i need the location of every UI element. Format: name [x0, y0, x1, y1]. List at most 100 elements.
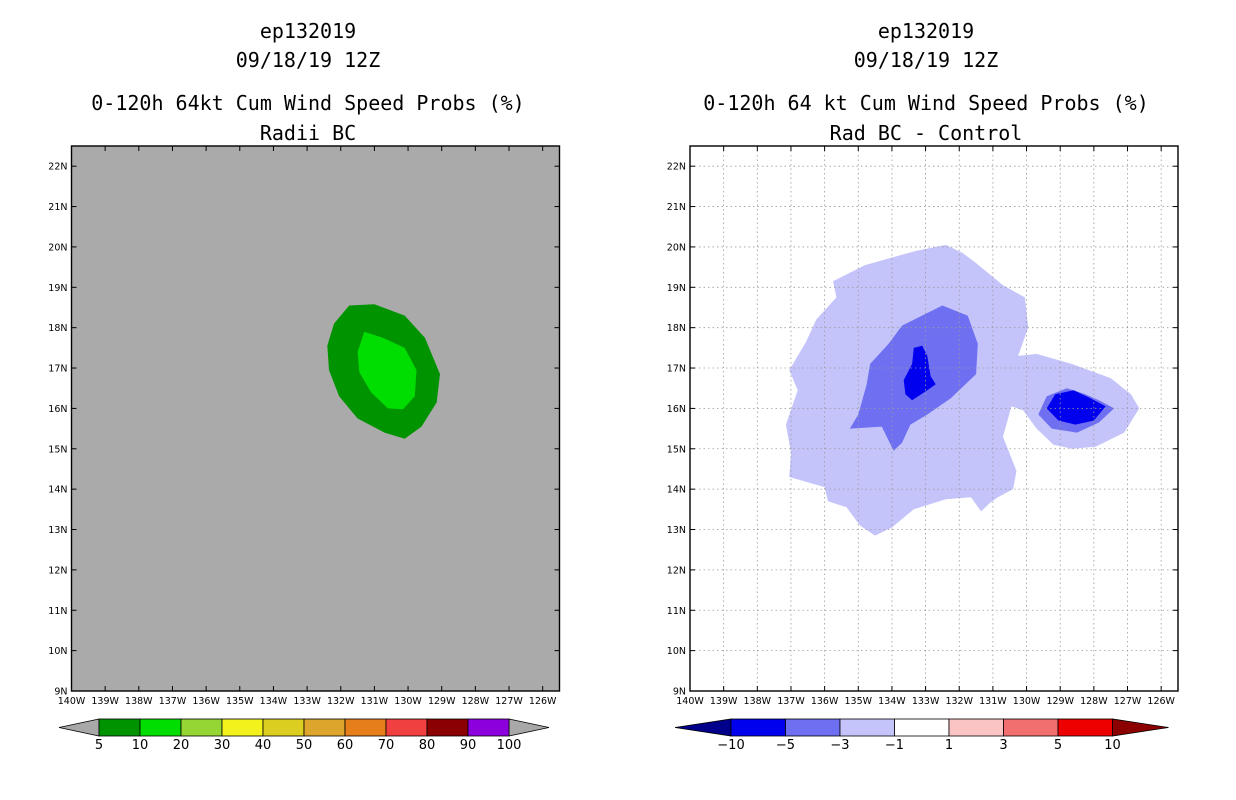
y-tick-label: 9N — [673, 687, 686, 698]
colorbar-low-triangle — [58, 718, 100, 737]
colorbar-label: 20 — [173, 738, 190, 753]
map-background — [71, 146, 560, 691]
y-tick-label: 15N — [48, 444, 67, 455]
contour-layer — [785, 244, 1140, 536]
left-storm-id: ep132019 — [260, 19, 356, 43]
colorbar-swatch — [426, 718, 469, 737]
colorbar-label: 50 — [296, 738, 313, 753]
colorbar-swatch — [98, 718, 141, 737]
colorbar-label: −1 — [885, 738, 904, 753]
y-tick-label: 19N — [667, 283, 686, 294]
x-tick-label: 129W — [1046, 696, 1074, 707]
x-tick-label: 138W — [125, 696, 153, 707]
x-tick-label: 131W — [979, 696, 1007, 707]
y-tick-label: 21N — [48, 202, 67, 213]
y-tick-label: 12N — [48, 565, 67, 576]
y-tick-label: 14N — [667, 485, 686, 496]
colorbar-swatch — [221, 718, 264, 737]
y-tick-label: 11N — [48, 606, 67, 617]
y-tick-label: 9N — [54, 687, 67, 698]
y-tick-label: 20N — [48, 242, 67, 253]
y-tick-label: 10N — [667, 646, 686, 657]
x-tick-label: 138W — [744, 696, 772, 707]
colorbar-label: 3 — [999, 738, 1007, 753]
colorbar-low-triangle — [674, 718, 732, 737]
contour-layer — [327, 304, 440, 439]
x-tick-label: 136W — [811, 696, 839, 707]
colorbar-swatch — [1003, 718, 1059, 737]
map-frame — [70, 145, 561, 692]
left-map-panel: 140W 139W 138W 137W 136W 135W 134W 133W 132W 131W… — [48, 145, 561, 707]
x-tick-label: 137W — [159, 696, 187, 707]
x-tick-label: 133W — [912, 696, 940, 707]
y-tick-label: 13N — [667, 525, 686, 536]
x-tick-label: 127W — [495, 696, 523, 707]
x-tick-label: 129W — [428, 696, 456, 707]
colorbar-swatch — [467, 718, 510, 737]
x-tick-label: 128W — [1080, 696, 1108, 707]
right-datetime: 09/18/19 12Z — [854, 48, 999, 72]
y-tick-label: 22N — [48, 162, 67, 173]
contour-region-0 — [785, 244, 1140, 536]
colorbar-swatch — [894, 718, 950, 737]
contour-region-4 — [1046, 390, 1106, 425]
y-tick-label: 11N — [667, 606, 686, 617]
y-tick-label: 16N — [667, 404, 686, 415]
y-tick-label: 14N — [48, 485, 67, 496]
x-tick-label: 126W — [1147, 696, 1175, 707]
y-tick-label: 16N — [48, 404, 67, 415]
colorbar-label: 100 — [497, 738, 522, 753]
y-tick-label: 15N — [667, 444, 686, 455]
y-tick-label: 20N — [667, 242, 686, 253]
right-title: 0-120h 64 kt Cum Wind Speed Probs (%) — [703, 91, 1149, 115]
x-tick-label: 135W — [226, 696, 254, 707]
colorbar-label: 1 — [945, 738, 953, 753]
x-tick-label: 130W — [394, 696, 422, 707]
colorbar-swatch — [262, 718, 305, 737]
colorbar-swatch — [385, 718, 428, 737]
contour-region-1 — [357, 331, 417, 410]
left-datetime: 09/18/19 12Z — [236, 48, 381, 72]
y-tick-label: 17N — [48, 364, 67, 375]
x-tick-label: 131W — [361, 696, 389, 707]
colorbar-high-triangle — [1112, 718, 1169, 737]
right-subtitle: Rad BC - Control — [830, 121, 1023, 145]
colorbar-swatch — [139, 718, 182, 737]
x-tick-label: 140W — [58, 696, 86, 707]
x-tick-label: 127W — [1114, 696, 1142, 707]
y-tick-label: 12N — [667, 565, 686, 576]
colorbar-swatch — [1057, 718, 1113, 737]
colorbar-swatch — [180, 718, 223, 737]
colorbar-label: 40 — [255, 738, 272, 753]
x-tick-label: 135W — [845, 696, 873, 707]
map-frame — [689, 145, 1179, 692]
x-tick-label: 139W — [710, 696, 738, 707]
x-tick-label: 139W — [91, 696, 119, 707]
y-tick-label: 22N — [667, 162, 686, 173]
x-tick-label: 137W — [777, 696, 805, 707]
x-tick-label: 132W — [327, 696, 355, 707]
x-tick-label: 134W — [878, 696, 906, 707]
y-tick-label: 18N — [48, 323, 67, 334]
contour-region-2 — [903, 345, 936, 401]
colorbar-label: 70 — [378, 738, 395, 753]
y-tick-label: 18N — [667, 323, 686, 334]
colorbar-swatch — [730, 718, 786, 737]
y-tick-label: 10N — [48, 646, 67, 657]
colorbar-label: 5 — [1054, 738, 1062, 753]
colorbar-label: 10 — [132, 738, 149, 753]
x-tick-label: 128W — [462, 696, 490, 707]
x-tick-label: 134W — [260, 696, 288, 707]
colorbar-label: −10 — [717, 738, 744, 753]
x-tick-label: 126W — [529, 696, 557, 707]
x-tick-label: 133W — [293, 696, 321, 707]
right-map-panel: 140W 139W 138W 137W 136W 135W 134W 133W 132W 131W… — [667, 145, 1179, 707]
colorbar-label: −5 — [776, 738, 795, 753]
left-title: 0-120h 64kt Cum Wind Speed Probs (%) — [91, 91, 524, 115]
colorbar-label: −3 — [830, 738, 849, 753]
x-tick-label: 132W — [945, 696, 973, 707]
right-storm-id: ep132019 — [878, 19, 974, 43]
x-tick-label: 130W — [1013, 696, 1041, 707]
y-tick-label: 13N — [48, 525, 67, 536]
